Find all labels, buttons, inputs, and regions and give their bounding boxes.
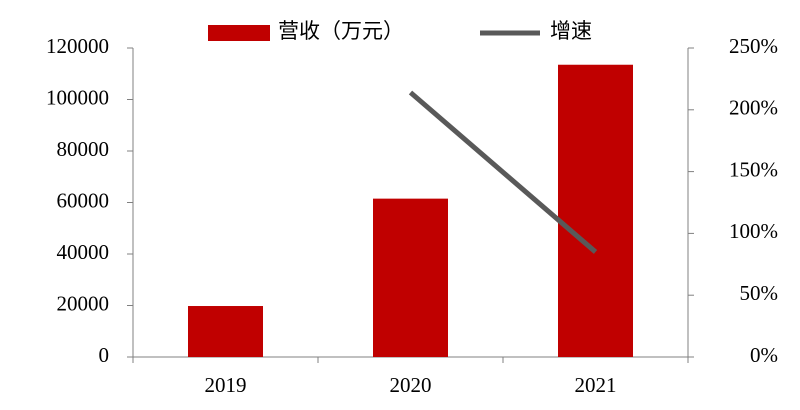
x-tick-label: 2021	[575, 373, 617, 397]
x-tick-label: 2020	[390, 373, 432, 397]
y-tick-label: 20000	[57, 291, 110, 315]
y2-tick-label: 150%	[729, 157, 778, 181]
bar	[373, 198, 448, 357]
y2-tick-label: 50%	[740, 281, 779, 305]
x-tick-label: 2019	[205, 373, 247, 397]
y2-tick-label: 200%	[729, 96, 778, 120]
y-tick-label: 60000	[57, 188, 110, 212]
line	[408, 90, 598, 254]
legend-label: 增速	[550, 19, 592, 43]
legend-label: 营收（万元）	[278, 19, 404, 43]
y2-tick-label: 0%	[750, 343, 778, 367]
bar	[558, 64, 633, 358]
y-tick-label: 80000	[57, 137, 110, 161]
y2-tick-label: 100%	[729, 219, 778, 243]
y-tick-label: 100000	[46, 85, 109, 109]
y-tick-label: 40000	[57, 240, 110, 264]
legend-swatch	[208, 25, 270, 41]
y-tick-label: 0	[99, 343, 110, 367]
bar	[188, 306, 263, 357]
y-tick-label: 120000	[46, 34, 109, 58]
y2-tick-label: 250%	[729, 34, 778, 58]
